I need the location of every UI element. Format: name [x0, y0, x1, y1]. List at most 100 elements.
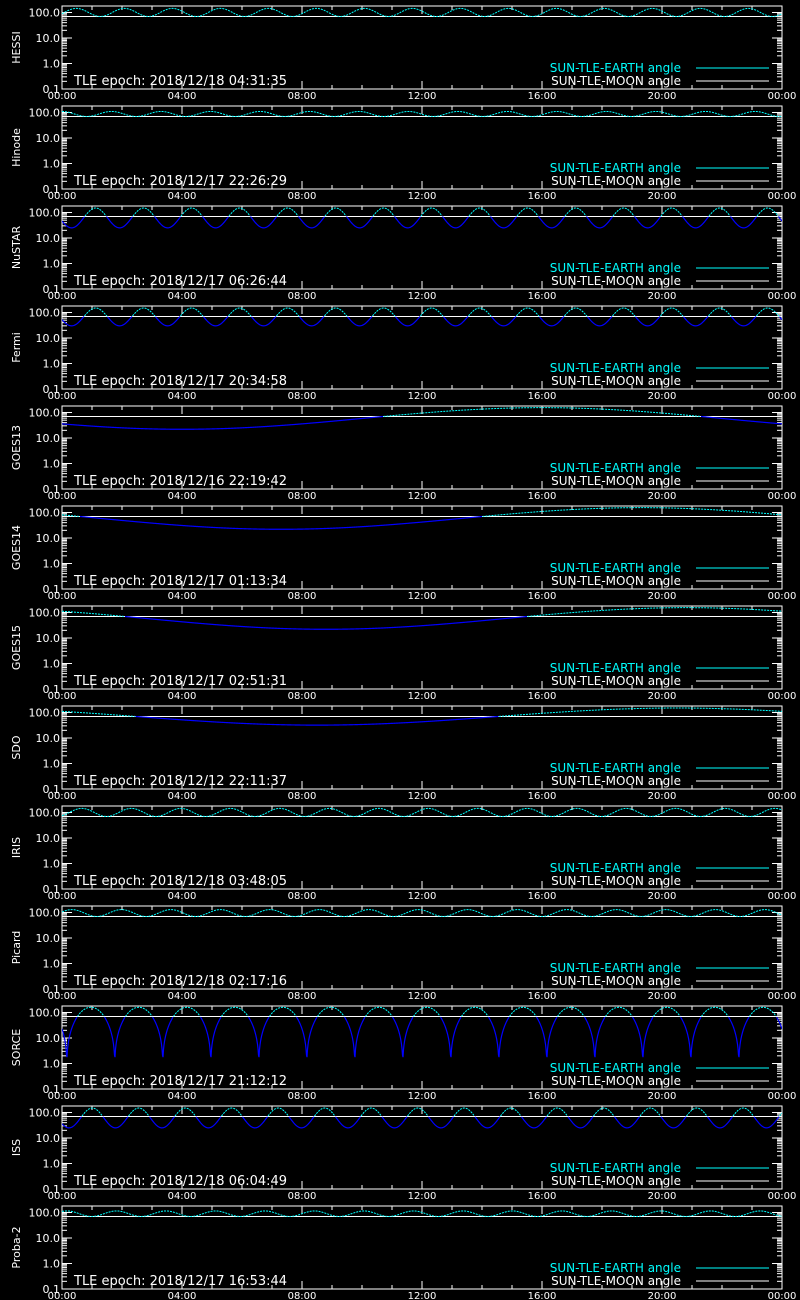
y-axis-label: Hinode [10, 128, 23, 167]
x-tick-label: 08:00 [288, 791, 317, 802]
x-tick-label: 00:00 [768, 191, 797, 202]
legend-moon-label: SUN-TLE-MOON angle [551, 1174, 681, 1188]
y-tick-label: 10.0 [36, 632, 61, 645]
x-tick-label: 16:00 [528, 591, 557, 602]
y-axis-label: GOES14 [10, 525, 23, 570]
y-tick-label: 1.0 [43, 958, 61, 971]
chart-panel-13: 100.010.01.00.100:00 04:00 08:00 12:00 16:00… [10, 1205, 797, 1300]
legend-moon-label: SUN-TLE-MOON angle [551, 974, 681, 988]
x-tick-label: 04:00 [168, 1091, 197, 1102]
x-tick-label: 16:00 [528, 991, 557, 1002]
legend-moon-label: SUN-TLE-MOON angle [551, 1074, 681, 1088]
legend-earth-label: SUN-TLE-EARTH angle [550, 1261, 681, 1275]
x-tick-label: 08:00 [288, 1191, 317, 1202]
y-tick-label: 1.0 [43, 258, 61, 271]
chart-panel-10: 100.010.01.00.100:00 04:00 08:00 12:00 16:00… [10, 905, 796, 1002]
legend-earth-label: SUN-TLE-EARTH angle [550, 1061, 681, 1075]
y-tick-label: 0.1 [43, 83, 61, 96]
chart-panel-3: 100.010.01.00.100:00 04:00 08:00 12:00 16:00… [10, 205, 796, 302]
tle-epoch-label: TLE epoch: 2018/12/17 20:34:58 [73, 374, 287, 389]
x-tick-label: 00:00 [48, 591, 77, 602]
y-tick-label: 100.0 [29, 107, 61, 120]
y-tick-label: 0.1 [43, 583, 61, 596]
y-axis-label: ISS [10, 1139, 23, 1156]
tle-epoch-label: TLE epoch: 2018/12/17 02:51:31 [73, 674, 287, 689]
x-tick-label: 20:00 [648, 191, 677, 202]
y-tick-label: 10.0 [36, 232, 61, 245]
x-tick-label: 12:00 [408, 491, 437, 502]
y-tick-label: 100.0 [29, 7, 61, 20]
legend-earth-label: SUN-TLE-EARTH angle [550, 261, 681, 275]
x-tick-label: 16:00 [528, 1191, 557, 1202]
x-tick-label: 04:00 [168, 491, 197, 502]
y-tick-label: 0.1 [43, 783, 61, 796]
x-tick-label: 00:00 [768, 691, 797, 702]
x-tick-label: 00:00 [768, 1291, 797, 1300]
x-tick-label: 04:00 [168, 1191, 197, 1202]
x-tick-label: 04:00 [168, 991, 197, 1002]
y-tick-label: 10.0 [36, 732, 61, 745]
y-tick-label: 1.0 [43, 58, 61, 71]
x-tick-label: 08:00 [288, 391, 317, 402]
x-tick-label: 12:00 [408, 691, 437, 702]
chart-panel-7: 100.010.01.00.100:00 04:00 08:00 12:00 16:00… [10, 605, 797, 702]
tle-epoch-label: TLE epoch: 2018/12/18 04:31:35 [73, 74, 287, 89]
legend-earth-label: SUN-TLE-EARTH angle [550, 61, 681, 75]
y-tick-label: 0.1 [43, 283, 61, 296]
x-tick-label: 00:00 [768, 1191, 797, 1202]
chart-panel-8: 100.010.01.00.100:00 04:00 08:00 12:00 16:00… [10, 705, 796, 802]
earth-angle-curve [62, 707, 782, 717]
legend-earth-label: SUN-TLE-EARTH angle [550, 661, 681, 675]
y-tick-label: 10.0 [36, 832, 61, 845]
y-tick-label: 100.0 [29, 807, 61, 820]
legend-earth-label: SUN-TLE-EARTH angle [550, 161, 681, 175]
x-tick-label: 16:00 [528, 291, 557, 302]
y-tick-label: 10.0 [36, 1032, 61, 1045]
x-tick-label: 00:00 [48, 891, 77, 902]
y-tick-label: 1.0 [43, 558, 61, 571]
x-tick-label: 08:00 [288, 491, 317, 502]
tle-epoch-label: TLE epoch: 2018/12/18 02:17:16 [73, 974, 287, 989]
legend-earth-label: SUN-TLE-EARTH angle [550, 561, 681, 575]
x-tick-label: 20:00 [648, 591, 677, 602]
x-tick-label: 12:00 [408, 1091, 437, 1102]
earth-angle-dip-curve [62, 1116, 780, 1129]
chart-panel-12: 100.010.01.00.100:00 04:00 08:00 12:00 16:00… [10, 1105, 797, 1202]
earth-angle-dip-curve [62, 216, 782, 229]
y-axis-label: Fermi [10, 332, 23, 363]
legend-earth-label: SUN-TLE-EARTH angle [550, 761, 681, 775]
x-tick-label: 20:00 [648, 791, 677, 802]
earth-angle-curve [84, 307, 780, 317]
x-tick-label: 20:00 [648, 1291, 677, 1300]
tle-epoch-label: TLE epoch: 2018/12/18 03:48:05 [73, 874, 287, 889]
x-tick-label: 00:00 [48, 1191, 77, 1202]
x-tick-label: 08:00 [288, 91, 317, 102]
tle-epoch-label: TLE epoch: 2018/12/17 01:13:34 [73, 574, 287, 589]
x-tick-label: 12:00 [408, 991, 437, 1002]
x-tick-label: 08:00 [288, 1091, 317, 1102]
earth-angle-curve [81, 1107, 782, 1117]
legend-moon-label: SUN-TLE-MOON angle [551, 774, 681, 788]
y-tick-label: 100.0 [29, 307, 61, 320]
earth-angle-curve [84, 207, 779, 217]
x-tick-label: 20:00 [648, 991, 677, 1002]
tle-epoch-label: TLE epoch: 2018/12/17 22:26:29 [73, 174, 287, 189]
y-tick-label: 100.0 [29, 407, 61, 420]
x-tick-label: 20:00 [648, 91, 677, 102]
y-tick-label: 100.0 [29, 607, 61, 620]
y-tick-label: 10.0 [36, 1232, 61, 1245]
earth-angle-dip-curve [62, 316, 782, 327]
chart-panel-6: 100.010.01.00.100:00 04:00 08:00 12:00 16:00… [10, 505, 796, 602]
legend-moon-label: SUN-TLE-MOON angle [551, 374, 681, 388]
x-tick-label: 12:00 [408, 191, 437, 202]
y-tick-label: 10.0 [36, 932, 61, 945]
x-tick-label: 20:00 [648, 491, 677, 502]
earth-angle-curve [62, 110, 782, 117]
y-axis-label: GOES15 [10, 625, 23, 670]
x-tick-label: 00:00 [48, 191, 77, 202]
x-tick-label: 12:00 [408, 1291, 437, 1300]
earth-angle-curve [62, 807, 782, 817]
y-tick-label: 1.0 [43, 1258, 61, 1271]
